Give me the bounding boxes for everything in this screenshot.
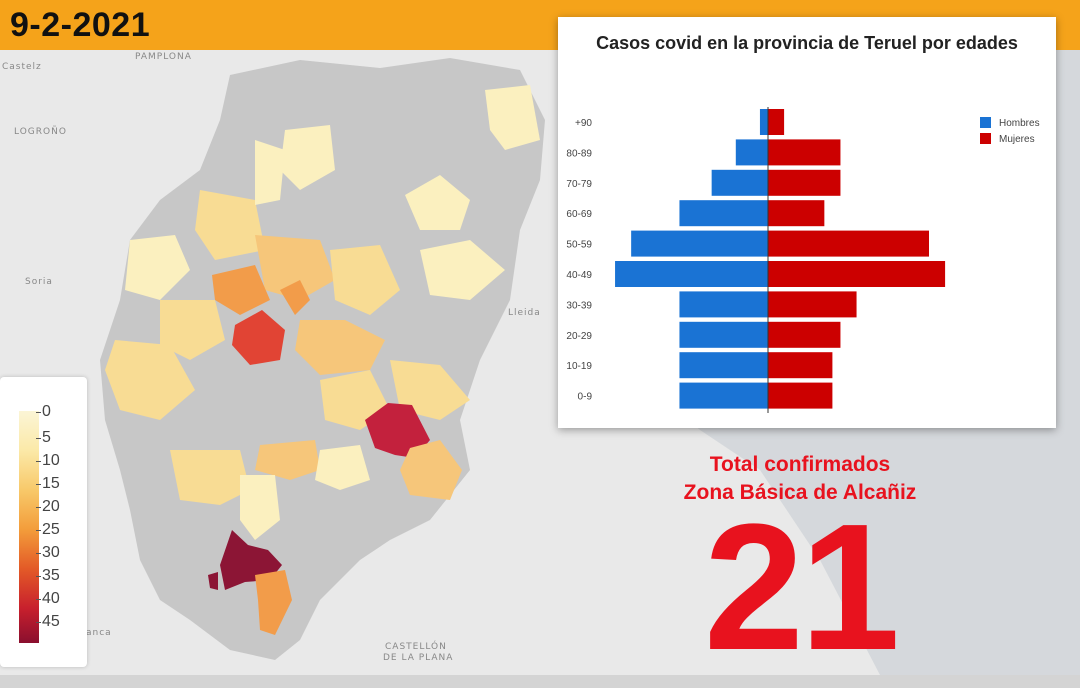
map-label-lleida: Lleida xyxy=(508,308,541,318)
y-tick-label: 30-39 xyxy=(566,300,592,311)
bar-hombres xyxy=(711,169,768,196)
y-tick-label: 10-19 xyxy=(566,361,592,372)
bar-mujeres xyxy=(768,109,785,135)
legend-color-scale xyxy=(19,411,39,643)
bar-hombres xyxy=(735,139,768,166)
health-zone-label: Zona Básica de Alcañiz xyxy=(683,481,917,504)
legend-tick: 45 xyxy=(36,613,60,630)
chart-card: Casos covid en la provincia de Teruel po… xyxy=(558,17,1056,428)
legend-swatch xyxy=(980,133,991,144)
legend-swatch xyxy=(980,117,991,128)
y-tick-label: 40-49 xyxy=(566,270,592,281)
legend-tick: 30 xyxy=(36,544,60,561)
bar-hombres xyxy=(631,230,768,257)
bar-hombres xyxy=(759,109,768,135)
legend-tick: 5 xyxy=(36,429,51,446)
y-tick-label: 80-89 xyxy=(566,148,592,159)
bar-hombres xyxy=(615,261,768,287)
bar-mujeres xyxy=(768,230,929,257)
bar-hombres xyxy=(679,200,768,227)
legend-label: Mujeres xyxy=(999,134,1035,145)
bar-hombres xyxy=(679,352,768,379)
bar-mujeres xyxy=(768,261,946,287)
date-label: 9-2-2021 xyxy=(10,6,151,44)
bar-mujeres xyxy=(768,169,841,196)
legend-tick: 10 xyxy=(36,452,60,469)
map-label-de-la-plana: DE LA PLANA xyxy=(383,653,454,663)
population-pyramid-chart: +90 80-89 70-79 60-69 50-59 40-49 30-39 20-29 10… xyxy=(566,107,1040,413)
legend-tick: 35 xyxy=(36,567,60,584)
y-tick-label: 20-29 xyxy=(566,331,592,342)
bar-hombres xyxy=(679,321,768,348)
total-confirmed-label: Total confirmados xyxy=(709,453,891,476)
legend-tick: 20 xyxy=(36,498,60,515)
bar-hombres xyxy=(679,382,768,409)
map-legend: 0 5 10 15 20 25 30 35 40 45 xyxy=(0,377,87,667)
map-label-castelz: Castelz xyxy=(2,62,42,72)
chart-title: Casos covid en la provincia de Teruel po… xyxy=(596,33,1018,53)
map-label-soria: Soria xyxy=(25,277,53,287)
legend-tick: 40 xyxy=(36,590,60,607)
y-tick-label: +90 xyxy=(575,118,592,129)
bar-mujeres xyxy=(768,382,833,409)
bar-mujeres xyxy=(768,291,857,318)
bar-hombres xyxy=(679,291,768,318)
map-label-castellon: CASTELLÓN xyxy=(385,642,447,652)
y-tick-label: 0-9 xyxy=(578,392,593,403)
bar-mujeres xyxy=(768,139,841,166)
map-label-pamplona: PAMPLONA xyxy=(135,52,192,62)
y-tick-label: 60-69 xyxy=(566,209,592,220)
legend-tick: 0 xyxy=(36,403,51,420)
legend-tick: 25 xyxy=(36,521,60,538)
bar-mujeres xyxy=(768,321,841,348)
y-tick-label: 50-59 xyxy=(566,240,592,251)
y-tick-label: 70-79 xyxy=(566,179,592,190)
map-label-anca: anca xyxy=(86,628,112,638)
legend-tick: 15 xyxy=(36,475,60,492)
map-label-logrono: LOGROÑO xyxy=(14,127,67,137)
bar-mujeres xyxy=(768,352,833,379)
bar-mujeres xyxy=(768,200,825,227)
total-confirmed-value: 21 xyxy=(703,487,900,688)
legend-label: Hombres xyxy=(999,118,1040,129)
